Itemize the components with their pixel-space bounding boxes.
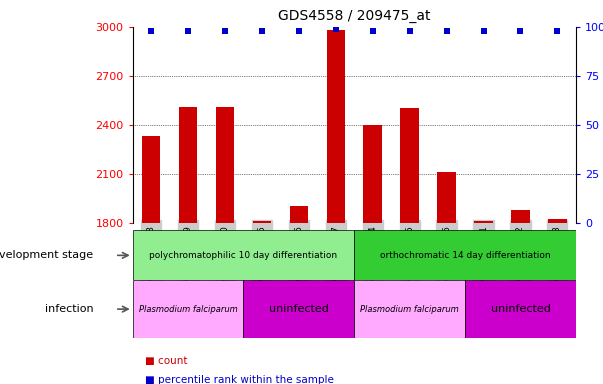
Bar (465, 280, 576, 338)
Point (479, 28, 488, 34)
Text: development stage: development stage (0, 250, 93, 260)
Bar (142, 136, 160, 223)
Bar (216, 107, 234, 223)
Point (257, 28, 267, 34)
Point (552, 28, 562, 34)
Text: polychromatophilic 10 day differentiation: polychromatophilic 10 day differentiatio… (150, 251, 338, 260)
Point (368, 28, 377, 34)
Point (442, 28, 452, 34)
Bar (179, 107, 197, 223)
Text: ■ count: ■ count (145, 356, 187, 366)
Point (405, 28, 414, 34)
Bar (437, 172, 456, 223)
Point (183, 28, 193, 34)
Bar (355, 280, 465, 338)
Text: Plasmodium falciparum: Plasmodium falciparum (139, 305, 238, 314)
Point (294, 28, 304, 34)
Bar (548, 219, 567, 223)
Text: orthochromatic 14 day differentiation: orthochromatic 14 day differentiation (380, 251, 551, 260)
Text: uninfected: uninfected (269, 304, 329, 314)
Bar (364, 125, 382, 223)
Bar (244, 280, 355, 338)
Text: Plasmodium falciparum: Plasmodium falciparum (360, 305, 459, 314)
Bar (289, 206, 308, 223)
Bar (475, 221, 493, 223)
Title: GDS4558 / 209475_at: GDS4558 / 209475_at (278, 9, 431, 23)
Bar (355, 230, 576, 280)
Bar (511, 210, 529, 223)
Text: uninfected: uninfected (490, 304, 551, 314)
Bar (400, 108, 419, 223)
Bar (133, 230, 355, 280)
Bar (133, 280, 244, 338)
Point (516, 28, 525, 34)
Point (331, 26, 341, 32)
Text: infection: infection (45, 304, 93, 314)
Text: ■ percentile rank within the sample: ■ percentile rank within the sample (145, 375, 333, 384)
Point (220, 28, 230, 34)
Point (147, 28, 156, 34)
Bar (253, 221, 271, 223)
Bar (327, 30, 345, 223)
